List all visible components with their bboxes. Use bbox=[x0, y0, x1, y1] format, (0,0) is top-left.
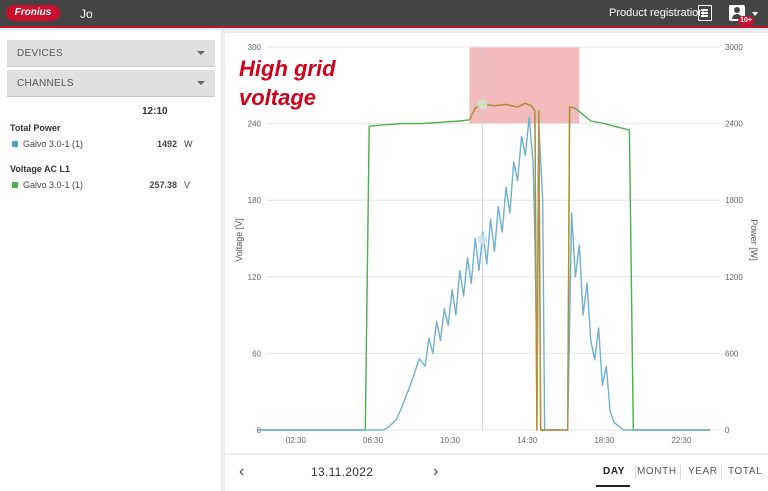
previous-day-button[interactable]: ‹ bbox=[239, 463, 245, 480]
date-navigation: ‹ 13.11.2022 › DAY MONTH YEAR TOTAL bbox=[225, 455, 768, 491]
y-left-tick-label: 300 bbox=[248, 43, 262, 52]
y-right-tick-label: 0 bbox=[725, 426, 730, 435]
x-tick-label: 02:30 bbox=[286, 436, 307, 445]
voltage-unit: V bbox=[184, 180, 191, 190]
tab-month[interactable]: MONTH bbox=[637, 466, 677, 477]
y-right-tick-label: 2400 bbox=[725, 120, 743, 129]
product-registration-icon[interactable] bbox=[698, 5, 712, 21]
series-color-swatch bbox=[12, 182, 18, 188]
y-left-tick-label: 240 bbox=[248, 120, 262, 129]
tab-divider bbox=[635, 465, 636, 479]
series-color-swatch bbox=[12, 141, 18, 147]
x-tick-label: 06:30 bbox=[363, 436, 384, 445]
annotation-line-1: High grid bbox=[239, 56, 336, 81]
power-cursor-marker bbox=[477, 234, 488, 245]
device-name: Galvo 3.0-1 (1) bbox=[23, 139, 84, 149]
list-item: Galvo 3.0-1 (1) 1492 W bbox=[12, 138, 202, 150]
x-tick-label: 10:30 bbox=[440, 436, 461, 445]
x-tick-label: 22:30 bbox=[671, 436, 692, 445]
y-left-tick-label: 120 bbox=[248, 273, 262, 282]
voltage-high-segment bbox=[468, 102, 576, 431]
top-bar: Fronius Jo Product registration 10+ bbox=[0, 0, 768, 28]
voltage-series-line bbox=[257, 102, 711, 431]
channels-accordion[interactable]: CHANNELS bbox=[7, 70, 215, 97]
chart-panel: 300 3000 240 2400 180 1800 120 1200 60 600 0 0 Volta… bbox=[225, 33, 768, 453]
tab-divider bbox=[680, 465, 681, 479]
chevron-down-icon bbox=[197, 51, 205, 55]
chevron-down-icon bbox=[197, 81, 205, 85]
product-registration-link[interactable]: Product registration bbox=[609, 7, 705, 19]
group-title-total-power: Total Power bbox=[10, 123, 61, 133]
power-series-line bbox=[257, 116, 711, 431]
voltage-cursor-marker bbox=[477, 99, 488, 110]
y-right-axis-label: Power [W] bbox=[749, 219, 759, 261]
sidebar: DEVICES CHANNELS 12:10 Total Power Galvo… bbox=[0, 30, 221, 491]
high-voltage-highlight bbox=[469, 47, 580, 124]
date-display[interactable]: 13.11.2022 bbox=[311, 465, 374, 479]
username: Jo bbox=[80, 7, 93, 21]
fronius-logo[interactable]: Fronius bbox=[6, 5, 60, 21]
y-left-tick-label: 60 bbox=[252, 349, 261, 358]
annotation-line-2: voltage bbox=[239, 85, 316, 110]
y-right-tick-label: 600 bbox=[725, 349, 739, 358]
tab-divider bbox=[721, 465, 722, 479]
group-title-voltage: Voltage AC L1 bbox=[10, 164, 71, 174]
device-name: Galvo 3.0-1 (1) bbox=[23, 180, 84, 190]
active-tab-indicator bbox=[596, 485, 630, 487]
y-left-tick-label: 180 bbox=[248, 196, 262, 205]
x-tick-label: 14:30 bbox=[517, 436, 538, 445]
selected-time: 12:10 bbox=[142, 106, 168, 117]
y-right-tick-label: 1200 bbox=[725, 273, 743, 282]
y-right-tick-label: 3000 bbox=[725, 43, 743, 52]
power-unit: W bbox=[184, 139, 193, 149]
power-value: 1492 bbox=[156, 139, 177, 149]
chevron-down-icon[interactable] bbox=[752, 12, 758, 16]
y-left-axis-label: Voltage [V] bbox=[234, 218, 244, 262]
devices-label: DEVICES bbox=[17, 48, 64, 59]
y-right-tick-label: 1800 bbox=[725, 196, 743, 205]
devices-accordion[interactable]: DEVICES bbox=[7, 40, 215, 67]
channels-label: CHANNELS bbox=[17, 78, 74, 89]
tab-day[interactable]: DAY bbox=[603, 466, 625, 477]
voltage-value: 257.38 bbox=[149, 180, 177, 190]
notification-badge: 10+ bbox=[738, 16, 754, 26]
tab-total[interactable]: TOTAL bbox=[728, 466, 763, 477]
x-tick-label: 18:30 bbox=[594, 436, 615, 445]
tab-year[interactable]: YEAR bbox=[688, 466, 718, 477]
list-item: Galvo 3.0-1 (1) 257.38 V bbox=[12, 179, 202, 191]
next-day-button[interactable]: › bbox=[433, 463, 439, 480]
